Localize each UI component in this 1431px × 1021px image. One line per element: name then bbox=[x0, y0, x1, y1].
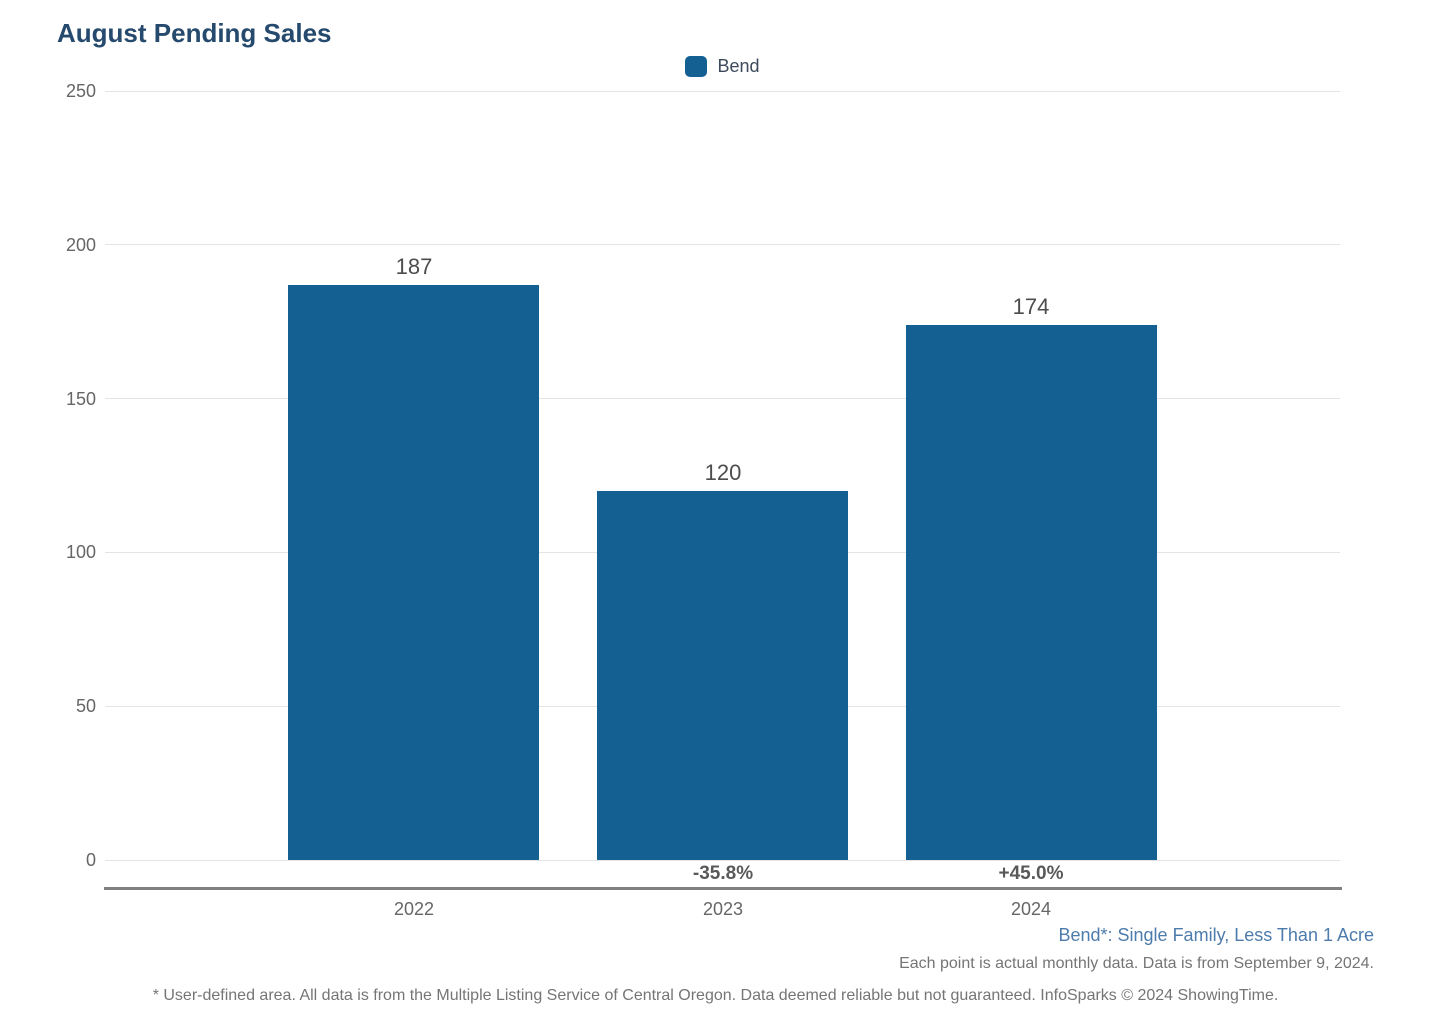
chart-title: August Pending Sales bbox=[57, 18, 332, 48]
gridline-200 bbox=[105, 244, 1340, 246]
bar-value-label-2023: 120 bbox=[704, 460, 742, 485]
disclaimer-note: * User-defined area. All data is from th… bbox=[152, 987, 1279, 1004]
y-axis-tick-label-100: 100 bbox=[65, 542, 96, 563]
legend-label-bend[interactable]: Bend bbox=[717, 55, 760, 76]
gridline-250 bbox=[105, 90, 1340, 92]
bar-value-label-2024: 174 bbox=[1012, 294, 1050, 319]
x-axis-tick-label-2022: 2022 bbox=[393, 899, 435, 919]
y-axis-tick-label-250: 250 bbox=[65, 81, 96, 101]
series-definition-note[interactable]: Bend*: Single Family, Less Than 1 Acre bbox=[1058, 925, 1374, 945]
gridline-150 bbox=[105, 398, 1340, 400]
plot-area: 187 120 174 bbox=[105, 90, 1340, 861]
y-axis: 0 50 100 150 200 250 bbox=[0, 0, 96, 1021]
data-source-note: Each point is actual monthly data. Data … bbox=[899, 955, 1374, 972]
bar-value-label-2022: 187 bbox=[395, 254, 433, 279]
x-axis-tick-label-2023: 2023 bbox=[702, 899, 744, 919]
y-axis-tick-label-200: 200 bbox=[65, 234, 96, 255]
x-axis: 2022 2023 2024 bbox=[105, 899, 1340, 923]
y-axis-tick-label-50: 50 bbox=[75, 696, 96, 717]
y-axis-tick-label-150: 150 bbox=[65, 388, 96, 409]
gridline-0 bbox=[105, 859, 1340, 861]
x-axis-tick-label-2024: 2024 bbox=[1010, 899, 1052, 919]
pct-change-label-2024: +45.0% bbox=[998, 863, 1064, 884]
pct-change-row: -35.8% +45.0% bbox=[105, 863, 1340, 887]
bar-2024[interactable] bbox=[906, 325, 1157, 860]
bar-2022[interactable] bbox=[288, 285, 539, 860]
legend: Bend bbox=[105, 54, 1340, 78]
pct-change-label-2023: -35.8% bbox=[692, 863, 754, 884]
y-axis-tick-label-0: 0 bbox=[85, 850, 96, 870]
bar-2023[interactable] bbox=[597, 491, 848, 860]
x-axis-line bbox=[104, 887, 1342, 890]
legend-swatch-bend[interactable] bbox=[685, 55, 708, 77]
